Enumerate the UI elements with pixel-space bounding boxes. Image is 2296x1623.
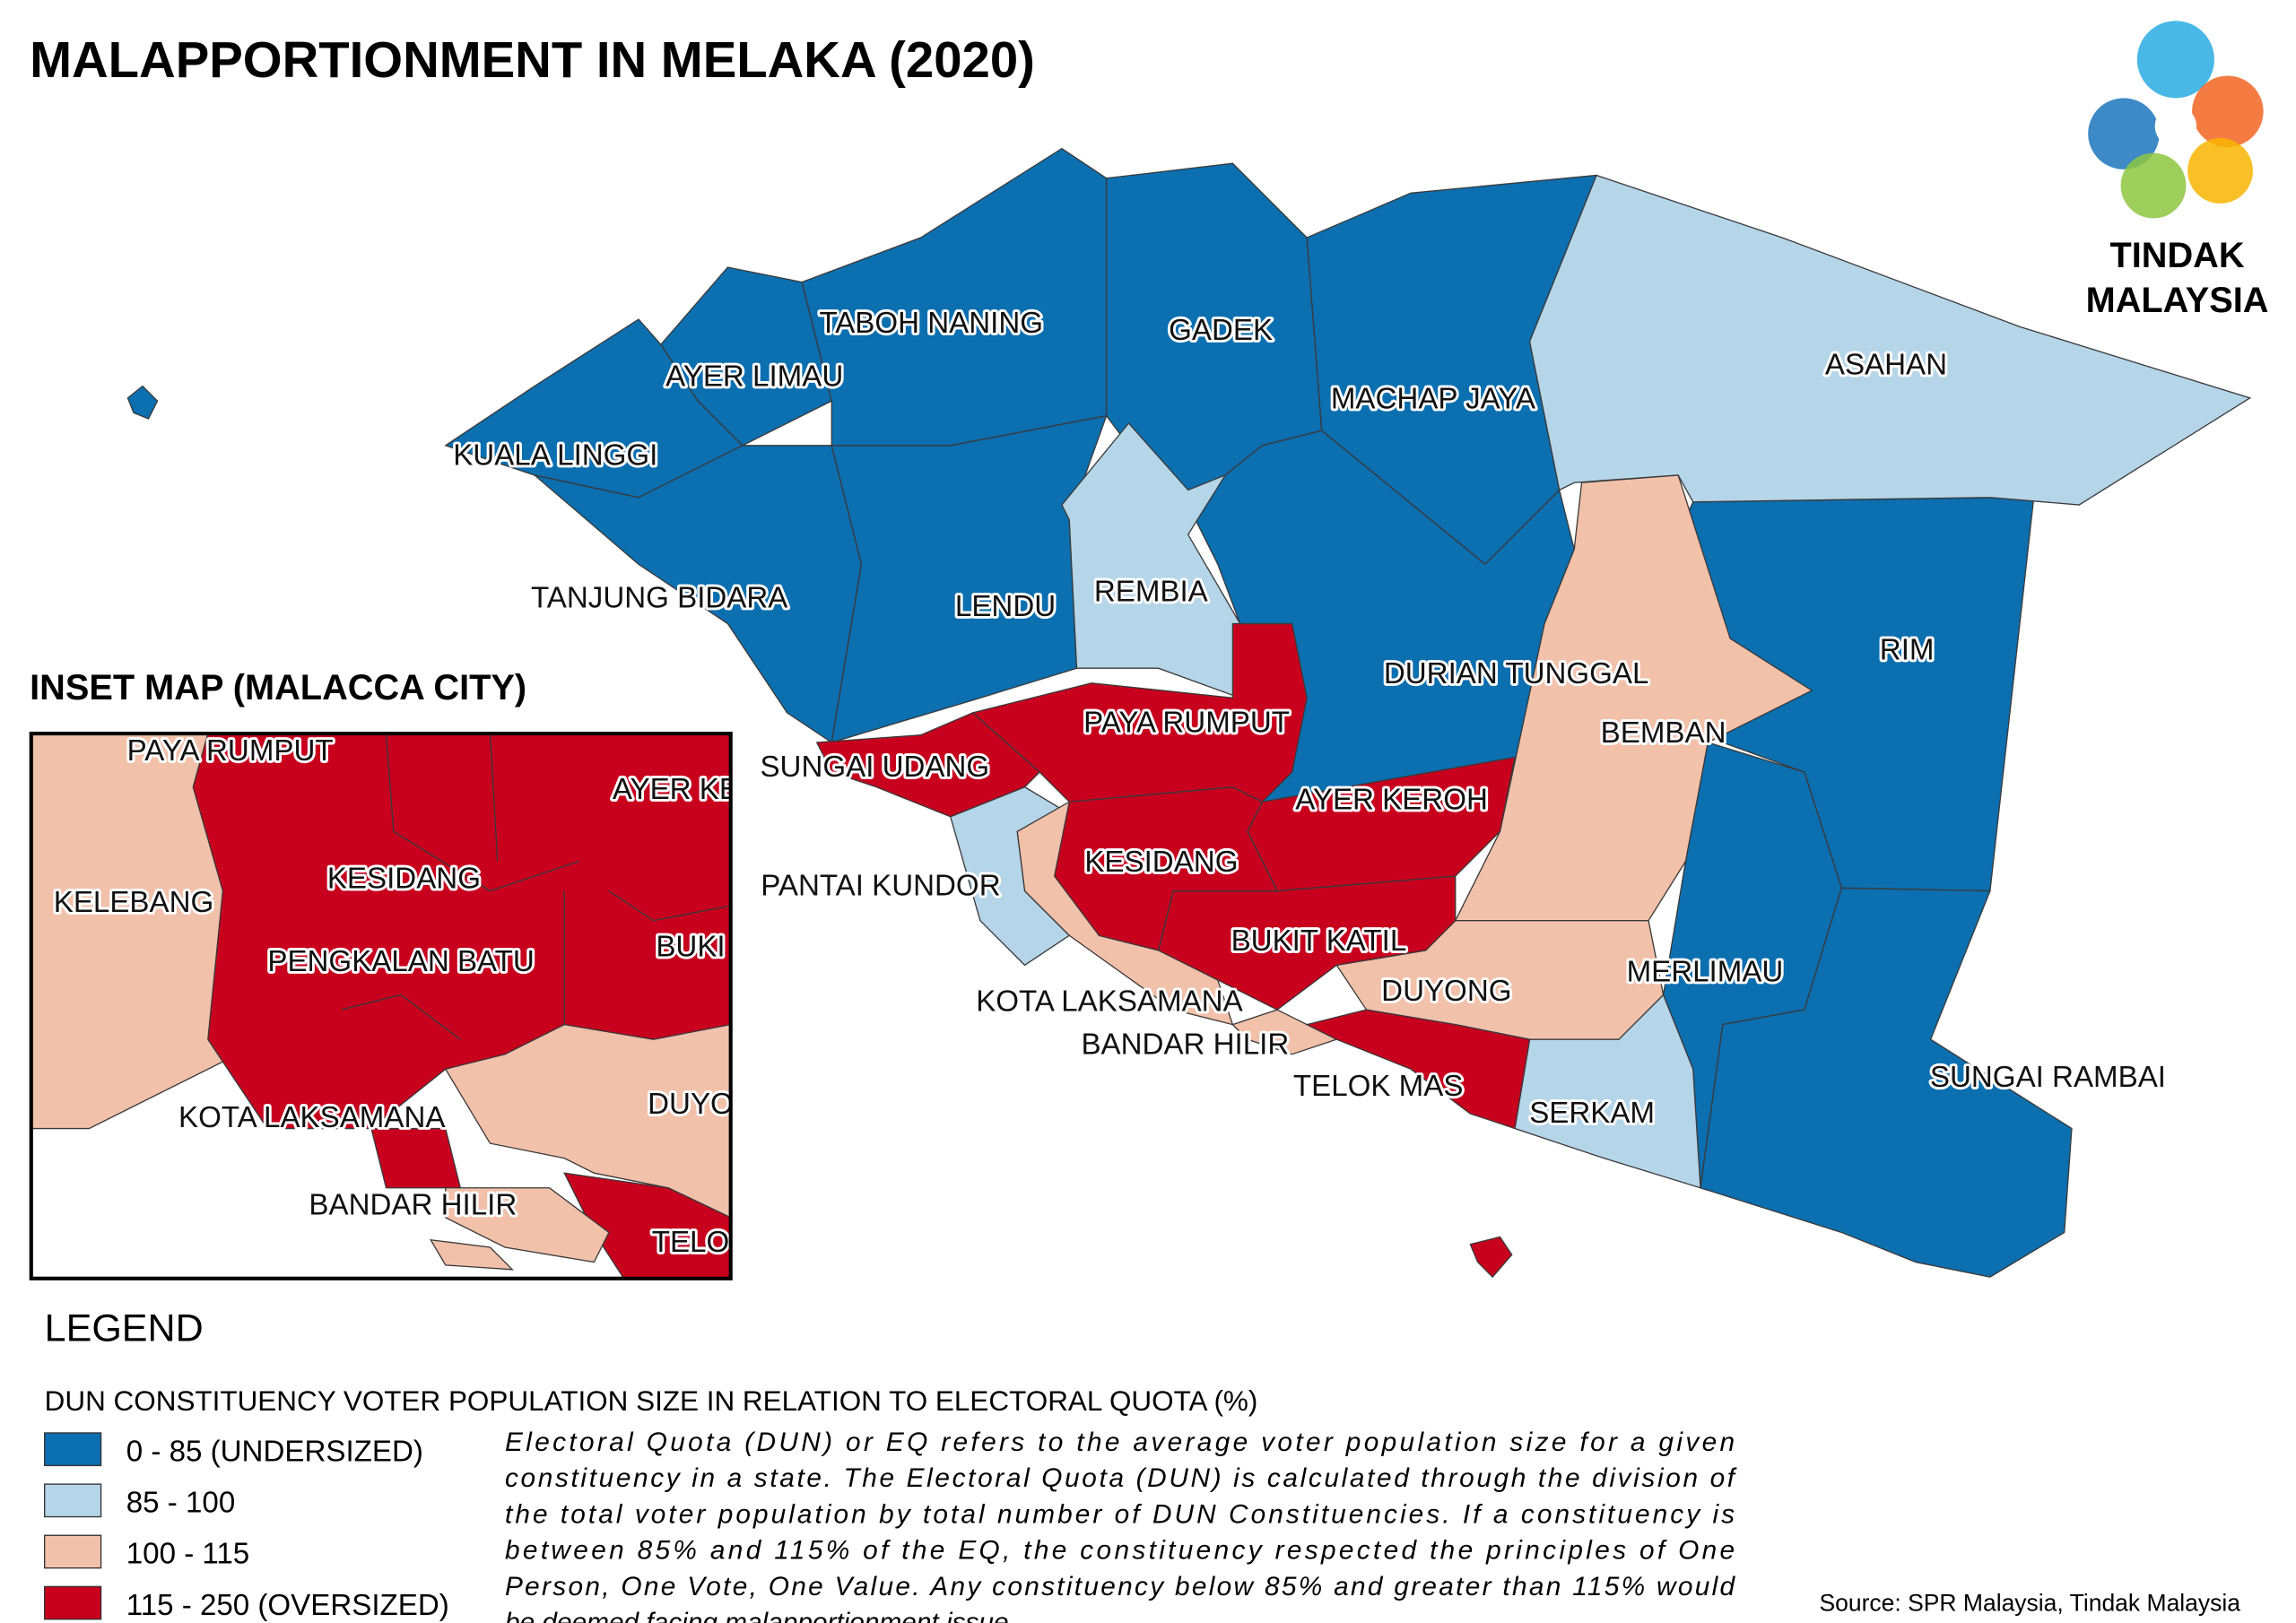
region-label: DURIAN TUNGGAL: [1384, 657, 1649, 690]
region: [1528, 174, 2252, 506]
region-label: PANTAI KUNDOR: [761, 870, 1000, 903]
inset-label: PENGKALAN BATU: [267, 945, 534, 978]
region-label: SERKAM: [1529, 1097, 1655, 1130]
region-label: REMBIA: [1094, 576, 1209, 609]
note-line: constituency in a state. The Electoral Q…: [505, 1463, 1737, 1493]
inset-label: TELO: [652, 1226, 729, 1259]
inset-label: PAYA RUMPUT: [127, 734, 334, 768]
inset-map: PAYA RUMPUT AYER KE KESIDANG KELEBANG PENGKA…: [30, 733, 739, 1279]
region-label: AYER LIMAU: [665, 360, 843, 394]
note-line: Electoral Quota (DUN) or EQ refers to th…: [505, 1428, 1735, 1457]
region-label: MACHAP JAYA: [1331, 382, 1536, 415]
region-label: TABOH NANING: [819, 307, 1043, 340]
legend-swatch: [44, 1432, 102, 1467]
region-label: KESIDANG: [1084, 846, 1238, 879]
main-map: KUALA LINGGI AYER LIMAU TANJUNG BIDARA TABO…: [126, 147, 2252, 1279]
legend-swatch: [44, 1585, 102, 1620]
note-line: between 85% and 115% of the EQ, the cons…: [505, 1536, 1735, 1566]
legend-subtitle: DUN CONSTITUENCY VOTER POPULATION SIZE I…: [45, 1385, 1258, 1417]
inset-label: KESIDANG: [327, 862, 481, 895]
region: [971, 622, 1308, 803]
region-label: BUKIT KATIL: [1231, 924, 1407, 958]
region: [1305, 1009, 1531, 1130]
legend-label: 100 - 115: [126, 1538, 249, 1571]
inset-title: INSET MAP (MALACCA CITY): [30, 668, 526, 707]
note-line: be deemed facing malapportionment issue.: [505, 1608, 1016, 1623]
region-label: LENDU: [955, 590, 1056, 623]
inset-frame: [29, 731, 733, 1280]
legend: 0 - 85 (UNDERSIZED) 85 - 100 100 - 115 115 …: [44, 1432, 449, 1622]
note: Electoral Quota (DUN) or EQ refers to th…: [505, 1428, 1737, 1623]
legend-swatch: [44, 1534, 102, 1569]
region-label: RIM: [1880, 633, 1935, 666]
region: [1454, 474, 1813, 922]
logo-text: MALAYSIA: [2086, 281, 2269, 320]
title: MALAPPORTIONMENT IN MELAKA (2020): [30, 31, 1035, 88]
legend-label: 0 - 85 (UNDERSIZED): [126, 1435, 423, 1468]
legend-label: 85 - 100: [126, 1487, 235, 1520]
region: [1700, 887, 2073, 1278]
inset-label: BANDAR HILIR: [309, 1189, 517, 1222]
legend-label: 115 - 250 (OVERSIZED): [126, 1589, 449, 1622]
note-line: Person, One Vote, One Value. Any constit…: [505, 1572, 1735, 1601]
region-label: PAYA RUMPUT: [1083, 706, 1290, 739]
region-label: GADEK: [1169, 314, 1273, 347]
logo: TINDAK MALAYSIA: [2086, 21, 2269, 320]
region-label: SUNGAI UDANG: [760, 751, 989, 784]
region-label: TANJUNG BIDARA: [531, 581, 788, 614]
region-label: ASAHAN: [1825, 348, 1947, 381]
region-label: AYER KEROH: [1295, 784, 1488, 817]
inset-label: BUKI: [656, 930, 725, 963]
logo-text: TINDAK: [2109, 236, 2244, 275]
note-line: the total voter population by total numb…: [505, 1499, 1735, 1529]
legend-title: LEGEND: [45, 1306, 204, 1350]
inset-label: AYER KE: [613, 773, 739, 806]
region: [815, 712, 1041, 818]
region-label: KOTA LAKSAMANA: [976, 985, 1243, 1019]
legend-swatch: [44, 1483, 102, 1518]
source: Source: SPR Malaysia, Tindak Malaysia: [1819, 1590, 2240, 1617]
inset-label: KOTA LAKSAMANA: [178, 1101, 446, 1134]
island: [1469, 1236, 1513, 1279]
inset-label: KELEBANG: [54, 886, 214, 919]
region-label: SUNGAI RAMBAI: [1930, 1061, 2166, 1094]
region-label: BANDAR HILIR: [1081, 1028, 1289, 1062]
region: [801, 147, 1108, 447]
region-label: KUALA LINGGI: [453, 438, 657, 472]
region-label: MERLIMAU: [1627, 956, 1784, 989]
region-label: DUYONG: [1381, 975, 1511, 1008]
region-label: BEMBAN: [1601, 716, 1726, 750]
island: [126, 385, 159, 420]
region: [1231, 1009, 1339, 1055]
inset-label: DUYO: [648, 1088, 734, 1121]
region-label: TELOK MAS: [1293, 1070, 1464, 1103]
